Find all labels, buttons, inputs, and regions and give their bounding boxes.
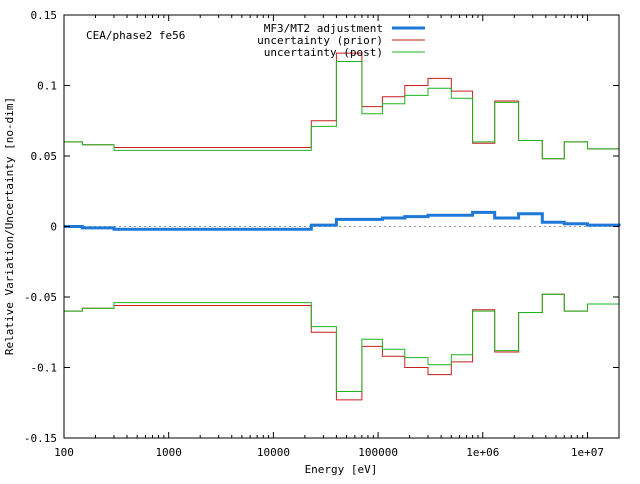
y-axis-title: Relative Variation/Uncertainty [no-dim] (3, 97, 16, 355)
series-1-line (64, 52, 619, 160)
y-tick-label: -0.15 (24, 432, 57, 445)
series-0-line (64, 210, 621, 231)
series-2-line-negative (64, 293, 619, 392)
y-tick-label: 0.05 (31, 150, 58, 163)
tick-layer: -0.15 -0.1 -0.05 0 0.05 0.1 0.15 100 1000 10000 10… (24, 9, 620, 459)
series-2-line (64, 61, 619, 160)
legend-label: uncertainty (prior) (257, 34, 383, 47)
series-1-line-negative (64, 293, 619, 401)
x-tick-label: 1e+07 (571, 446, 604, 459)
x-tick-label: 10000 (257, 446, 290, 459)
x-tick-label: 1e+06 (466, 446, 499, 459)
legend-label: uncertainty (post) (264, 46, 383, 59)
y-tick-label: -0.05 (24, 291, 57, 304)
x-tick-label: 1000 (155, 446, 182, 459)
series-layer (64, 52, 621, 401)
y-tick-label: 0.15 (31, 9, 58, 22)
y-tick-label: 0 (50, 221, 57, 234)
y-tick-label: -0.1 (31, 362, 58, 375)
annotation-label: CEA/phase2 fe56 (86, 29, 185, 42)
x-tick-label: 100000 (358, 446, 398, 459)
x-axis-title: Energy [eV] (305, 463, 378, 476)
legend-label: MF3/MT2 adjustment (264, 22, 383, 35)
y-tick-label: 0.1 (37, 80, 57, 93)
x-tick-label: 100 (54, 446, 74, 459)
